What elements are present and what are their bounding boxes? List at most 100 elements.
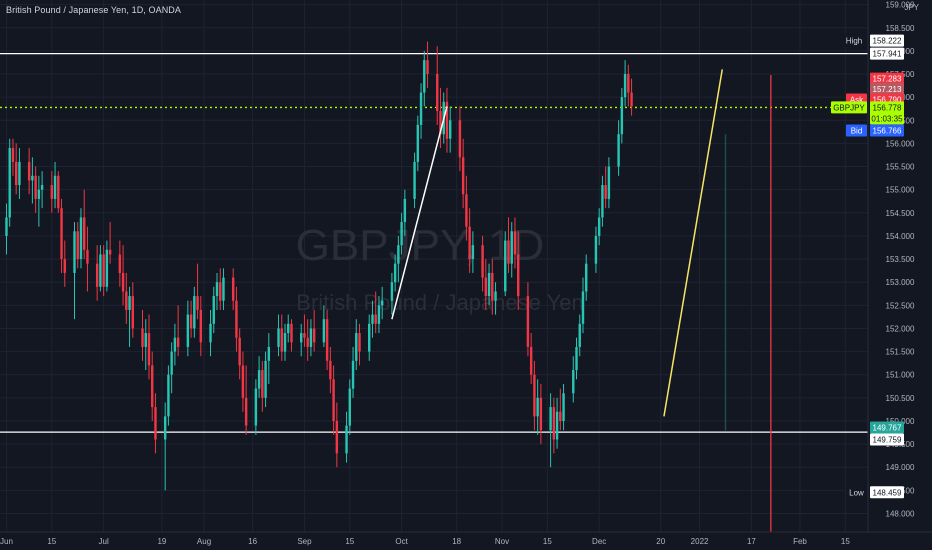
price-tick-label: 153.000	[886, 278, 915, 287]
price-tick-label: 154.500	[886, 209, 915, 218]
candle-body	[627, 74, 630, 93]
time-tick-label: 16	[248, 537, 257, 546]
candle-body	[601, 185, 604, 218]
candle-body	[533, 374, 536, 417]
candle-body	[257, 370, 261, 389]
candle-body	[393, 263, 397, 283]
price-label-value: 156.778	[873, 103, 902, 112]
candle-body	[53, 175, 57, 199]
candle-body	[280, 328, 283, 352]
candle-body	[222, 277, 225, 301]
candle-body	[348, 388, 352, 426]
time-tick-label: 15	[841, 537, 850, 546]
candle-body	[403, 198, 407, 223]
candle-body	[575, 346, 578, 371]
price-label-box	[870, 124, 904, 137]
candle-body	[604, 185, 607, 199]
price-label-value: 149.767	[873, 423, 902, 432]
candle-body	[630, 92, 633, 107]
candle-body	[193, 296, 196, 329]
trendline	[391, 106, 448, 320]
price-label-box	[870, 433, 904, 446]
candle-body	[423, 60, 426, 93]
candle-body	[559, 411, 562, 421]
time-tick-label: Oct	[395, 537, 408, 546]
price-label-value: 156.766	[873, 126, 902, 135]
price-label-value: 157.213	[873, 85, 902, 94]
price-label-value: 157.941	[873, 50, 902, 59]
price-label-tag-box	[846, 486, 867, 499]
price-label-value: 148.459	[873, 488, 902, 497]
symbol-header: British Pound / Japanese Yen, 1D, OANDA	[6, 5, 182, 15]
candle-body	[277, 328, 280, 347]
candle-body	[303, 333, 306, 338]
candle-body	[261, 370, 264, 398]
candle-body	[400, 222, 403, 246]
watermark-name: British Pound / Japanese Yen	[296, 290, 583, 315]
candle-body	[617, 134, 620, 167]
candle-body	[426, 60, 429, 75]
candle-body	[11, 148, 15, 162]
price-tick-label: 159.000	[886, 1, 915, 10]
candle-body	[332, 379, 335, 421]
candle-body	[50, 185, 54, 199]
candle-body	[63, 259, 66, 273]
candle-body	[597, 217, 601, 236]
price-label-box	[870, 82, 904, 95]
time-tick-label: Jul	[99, 537, 109, 546]
candle-body	[572, 370, 575, 394]
candle-body	[241, 365, 245, 398]
price-label-box	[870, 486, 904, 499]
candle-body	[219, 282, 222, 301]
price-tick-label: 158.500	[886, 24, 915, 33]
candle-body	[322, 319, 326, 343]
price-label-value: 157.283	[873, 75, 902, 84]
time-tick-label: 20	[656, 537, 665, 546]
time-axis: Jun 15 Jul 19 Aug 16 Sep 15 Oct 18 Nov 15 Dec 20 2022 1…	[0, 531, 932, 546]
candle-body	[163, 416, 167, 440]
candle-body	[491, 272, 494, 301]
candle-body	[397, 245, 400, 264]
time-tick-label: Feb	[793, 537, 807, 546]
candle-body	[290, 323, 293, 343]
candle-body	[413, 161, 416, 199]
time-tick-label: Jun	[0, 537, 13, 546]
candle-body	[105, 249, 109, 287]
candle-body	[14, 161, 18, 186]
candle-body	[448, 120, 452, 139]
candle-body	[40, 185, 44, 190]
candle-body	[481, 245, 484, 278]
candle-body	[299, 333, 303, 343]
price-label-tag-box	[846, 124, 867, 137]
price-label-value: 01:03:35	[871, 114, 903, 123]
price-label-box	[870, 101, 904, 114]
candle-body	[144, 333, 147, 347]
candle-body	[581, 291, 585, 324]
candle-body	[623, 74, 627, 98]
price-label-tag: High	[846, 37, 862, 46]
trendline	[663, 69, 723, 417]
candle-body	[60, 208, 63, 260]
candle-body	[147, 333, 151, 366]
candle-body	[390, 282, 394, 301]
time-tick-label: 18	[452, 537, 461, 546]
candle-body	[510, 231, 513, 264]
time-tick-label: 19	[157, 537, 166, 546]
price-tick-label: 151.000	[886, 371, 915, 380]
price-label-box	[870, 72, 904, 85]
candle-body	[170, 351, 173, 375]
candle-body	[526, 296, 530, 347]
candle-body	[287, 323, 290, 334]
candle-body	[345, 425, 348, 454]
time-tick-label: 15	[345, 537, 354, 546]
candle-body	[329, 360, 332, 380]
candle-body	[436, 74, 439, 112]
candle-body	[118, 254, 122, 273]
candle-body	[209, 323, 212, 343]
candle-body	[539, 397, 543, 431]
candle-body	[173, 337, 177, 352]
candle-body	[37, 189, 41, 199]
candle-body	[131, 296, 135, 329]
